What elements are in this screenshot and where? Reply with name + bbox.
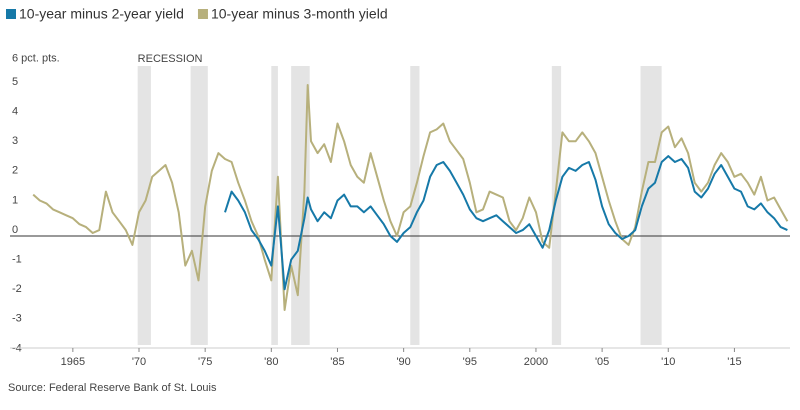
y-tick-label: 5 — [12, 76, 18, 88]
x-tick-label: '85 — [330, 356, 344, 368]
y-tick-label: 6 pct. pts. — [12, 52, 60, 64]
y-tick-label: 2 — [12, 165, 18, 177]
x-tick-label: '05 — [595, 356, 609, 368]
y-tick-label: 0 — [12, 224, 18, 236]
recession-label: RECESSION — [138, 53, 203, 65]
recession-band — [271, 66, 278, 345]
x-tick-label: '80 — [264, 356, 278, 368]
y-tick-label: -3 — [12, 313, 22, 325]
recession-band — [410, 66, 420, 345]
y-tick-label: 1 — [12, 194, 18, 206]
recession-band — [640, 66, 662, 345]
legend-label: 10-year minus 2-year yield — [19, 6, 184, 22]
x-tick-label: '15 — [727, 356, 741, 368]
x-tick-label: 1965 — [61, 356, 85, 368]
x-tick-label: '70 — [132, 356, 146, 368]
y-tick-label: 4 — [12, 106, 18, 118]
recession-band — [551, 66, 562, 345]
legend-swatch — [6, 9, 16, 19]
legend-swatch — [197, 9, 208, 19]
recession-band — [291, 66, 310, 345]
source: Source: Federal Reserve Bank of St. Loui… — [8, 382, 217, 394]
x-tick-label: '95 — [463, 356, 477, 368]
x-tick-label: '10 — [661, 356, 675, 368]
series-line — [224, 155, 788, 291]
x-tick-label: '90 — [396, 356, 410, 368]
x-tick-label: '75 — [198, 356, 212, 368]
y-tick-label: -1 — [12, 254, 22, 266]
series-line — [32, 84, 789, 311]
x-tick-label: 2000 — [524, 356, 548, 368]
recession-band — [190, 66, 208, 345]
recession-band — [137, 66, 151, 345]
y-tick-label: -2 — [12, 283, 22, 295]
y-tick-label: 3 — [12, 135, 18, 147]
legend-label: 10-year minus 3-month yield — [211, 6, 388, 22]
